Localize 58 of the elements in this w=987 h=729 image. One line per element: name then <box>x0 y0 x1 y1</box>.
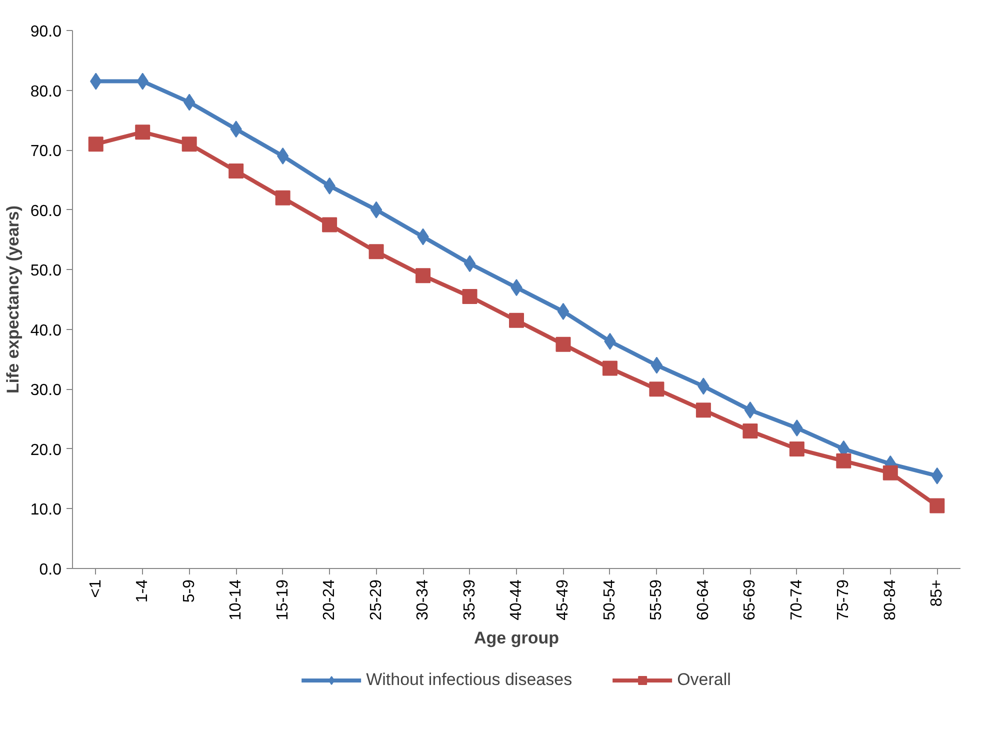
x-tick-label: 65-69 <box>742 579 759 620</box>
x-tick-label: 1-4 <box>134 579 152 603</box>
point <box>228 163 244 178</box>
point <box>464 255 476 272</box>
point <box>650 356 663 374</box>
point <box>602 360 618 376</box>
x-tick-label: 40-44 <box>508 579 525 620</box>
x-tick-label: 85+ <box>928 580 946 607</box>
point <box>930 498 945 514</box>
x-tick-label: 15-19 <box>274 579 292 620</box>
x-tick-label: 80-84 <box>882 579 899 620</box>
point <box>368 244 384 260</box>
legend-label: Without infectious diseases <box>366 670 572 690</box>
point <box>789 441 804 456</box>
point <box>322 217 338 232</box>
x-tick-label: 45-49 <box>554 579 572 620</box>
point <box>135 124 150 140</box>
x-tick-label: 25-29 <box>368 579 385 620</box>
y-tick-label: 20.0 <box>30 442 62 459</box>
point <box>742 424 758 439</box>
y-tick-label: 30.0 <box>30 382 62 400</box>
x-tick-label: 10-14 <box>228 579 245 620</box>
y-tick-label: 60.0 <box>30 202 62 220</box>
legend-label: Overall <box>677 670 731 690</box>
x-tick-label: 35-39 <box>461 579 478 620</box>
point <box>182 136 197 152</box>
point <box>370 201 382 218</box>
y-tick-label: 80.0 <box>30 83 62 100</box>
x-tick-label: 5-9 <box>180 579 198 603</box>
y-tick-label: 0.0 <box>39 562 62 578</box>
point <box>744 402 756 419</box>
point <box>557 302 570 320</box>
point <box>556 336 571 352</box>
x-tick-label: 55-59 <box>648 579 666 620</box>
point <box>836 453 852 468</box>
point <box>696 402 711 418</box>
x-tick-label: 70-74 <box>788 579 806 620</box>
y-axis-title: Life expectancy (years) <box>3 205 22 394</box>
point <box>462 289 478 304</box>
point <box>649 382 664 397</box>
x-axis-title: Age group <box>474 628 560 648</box>
x-tick-label: 60-64 <box>694 579 712 620</box>
y-tick-label: 10.0 <box>30 502 62 519</box>
point <box>882 465 898 480</box>
x-tick-label: 30-34 <box>414 579 432 620</box>
point <box>88 136 104 152</box>
point <box>416 268 431 284</box>
point <box>509 312 524 328</box>
x-tick-label: 50-54 <box>601 579 618 620</box>
x-tick-label: 20-24 <box>321 579 338 620</box>
x-tick-label: <1 <box>87 579 104 598</box>
y-tick-label: 50.0 <box>30 262 62 280</box>
x-tick-label: 75-79 <box>835 579 852 620</box>
point <box>275 190 290 206</box>
y-tick-label: 40.0 <box>30 322 62 340</box>
y-tick-label: 90.0 <box>30 24 62 40</box>
y-tick-label: 70.0 <box>30 143 62 160</box>
point <box>276 148 289 165</box>
